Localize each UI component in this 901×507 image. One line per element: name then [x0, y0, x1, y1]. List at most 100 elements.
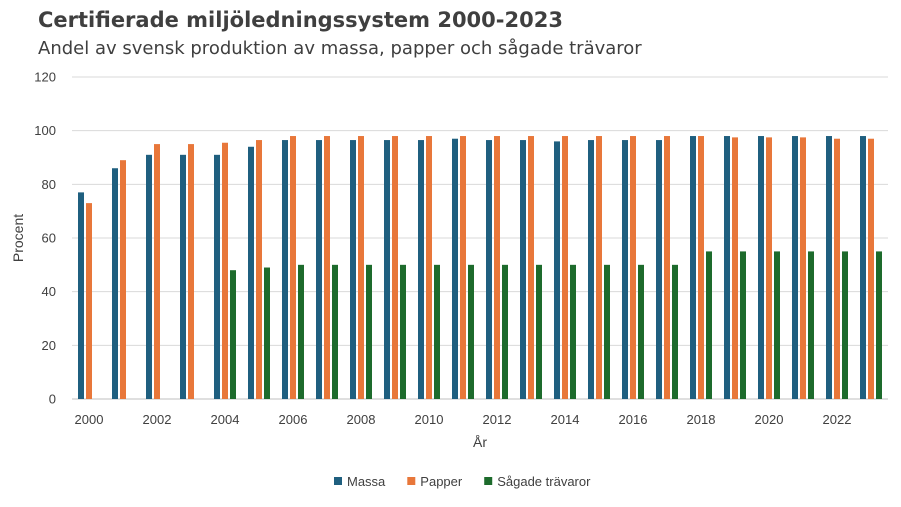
bar-sågade-trävaror-2013 [536, 264, 542, 399]
bar-sågade-trävaror-2018 [706, 251, 712, 399]
bar-sågade-trävaror-2022 [842, 251, 848, 399]
bar-massa-2013 [520, 140, 526, 399]
bar-sågade-trävaror-2006 [298, 264, 304, 399]
bar-massa-2007 [316, 140, 322, 399]
bar-papper-2022 [834, 138, 840, 399]
y-tick-label: 40 [42, 284, 56, 299]
x-tick-label: 2008 [347, 412, 376, 427]
bar-papper-2010 [426, 136, 432, 400]
bar-papper-2020 [766, 137, 772, 399]
x-tick-label: 2022 [823, 412, 852, 427]
y-tick-label: 120 [34, 70, 56, 85]
x-tick-label: 2012 [483, 412, 512, 427]
bar-sågade-trävaror-2019 [740, 251, 746, 399]
bar-sågade-trävaror-2016 [638, 264, 644, 399]
bar-papper-2012 [494, 136, 500, 400]
x-tick-label: 2014 [551, 412, 580, 427]
bar-sågade-trävaror-2021 [808, 251, 814, 399]
bar-papper-2005 [256, 140, 262, 399]
y-tick-label: 20 [42, 338, 56, 353]
bar-massa-2012 [486, 140, 492, 399]
bar-sågade-trävaror-2004 [230, 270, 236, 399]
bar-massa-2006 [282, 140, 288, 399]
bar-papper-2000 [86, 203, 92, 399]
bar-sågade-trävaror-2011 [468, 264, 474, 399]
bar-sågade-trävaror-2010 [434, 264, 440, 399]
bar-massa-2002 [146, 154, 152, 399]
y-tick-label: 0 [49, 392, 56, 407]
bar-massa-2000 [78, 192, 84, 399]
bar-massa-2019 [724, 136, 730, 400]
grid-lines [72, 76, 888, 400]
y-tick-label: 100 [34, 123, 56, 138]
bar-massa-2023 [860, 136, 866, 400]
x-tick-label: 2002 [143, 412, 172, 427]
bar-papper-2011 [460, 136, 466, 400]
legend: Massa Papper Sågade trävaror [334, 474, 591, 489]
x-tick-label: 2018 [687, 412, 716, 427]
bar-massa-2011 [452, 138, 458, 399]
bar-papper-2017 [664, 136, 670, 400]
bar-papper-2023 [868, 138, 874, 399]
bar-sågade-trävaror-2005 [264, 267, 270, 399]
bars [78, 136, 882, 400]
bar-sågade-trävaror-2017 [672, 264, 678, 399]
bar-papper-2001 [120, 160, 126, 399]
chart-subtitle: Andel av svensk produktion av massa, pap… [38, 38, 642, 59]
bar-massa-2001 [112, 168, 118, 399]
x-tick-label: 2004 [211, 412, 240, 427]
bar-papper-2018 [698, 136, 704, 400]
legend-swatch [407, 477, 416, 485]
bar-sågade-trävaror-2007 [332, 264, 338, 399]
bar-massa-2017 [656, 140, 662, 399]
bar-sågade-trävaror-2009 [400, 264, 406, 399]
legend-label: Papper [420, 474, 463, 489]
bar-massa-2015 [588, 140, 594, 399]
bar-sågade-trävaror-2012 [502, 264, 508, 399]
x-tick-label: 2020 [755, 412, 784, 427]
bar-sågade-trävaror-2008 [366, 264, 372, 399]
bar-massa-2021 [792, 136, 798, 400]
x-axis-ticks: 2000 2002 2004 2006 2008 2010 2012 2014 2016 2018… [75, 412, 852, 427]
bar-papper-2004 [222, 142, 228, 399]
bar-massa-2009 [384, 140, 390, 399]
bar-massa-2020 [758, 136, 764, 400]
x-tick-label: 2016 [619, 412, 648, 427]
bar-papper-2019 [732, 137, 738, 399]
bar-papper-2008 [358, 136, 364, 400]
bar-massa-2008 [350, 140, 356, 399]
bar-papper-2002 [154, 144, 160, 399]
bar-massa-2022 [826, 136, 832, 400]
x-tick-label: 2010 [415, 412, 444, 427]
bar-massa-2004 [214, 154, 220, 399]
bar-massa-2010 [418, 140, 424, 399]
legend-label: Massa [347, 474, 386, 489]
y-tick-label: 60 [42, 231, 56, 246]
y-axis-ticks: 0 20 40 60 80 100 120 [34, 70, 56, 407]
bar-papper-2014 [562, 136, 568, 400]
bar-papper-2007 [324, 136, 330, 400]
x-tick-label: 2000 [75, 412, 104, 427]
bar-sågade-trävaror-2015 [604, 264, 610, 399]
legend-swatch [334, 477, 342, 485]
bar-massa-2014 [554, 141, 560, 399]
bar-massa-2018 [690, 136, 696, 400]
bar-papper-2021 [800, 137, 806, 399]
x-axis-title: År [473, 434, 487, 450]
bar-papper-2006 [290, 136, 296, 400]
y-tick-label: 80 [42, 177, 56, 192]
bar-papper-2009 [392, 136, 398, 400]
chart-title: Certifierade miljöledningssystem 2000-20… [38, 8, 563, 32]
bar-sågade-trävaror-2023 [876, 251, 882, 399]
legend-swatch [484, 477, 493, 485]
bar-papper-2015 [596, 136, 602, 400]
bar-papper-2016 [630, 136, 636, 400]
bar-massa-2016 [622, 140, 628, 399]
bar-massa-2003 [180, 154, 186, 399]
x-tick-label: 2006 [279, 412, 308, 427]
bar-sågade-trävaror-2020 [774, 251, 780, 399]
y-axis-title: Procent [10, 214, 26, 262]
bar-papper-2013 [528, 136, 534, 400]
bar-massa-2005 [248, 146, 254, 399]
